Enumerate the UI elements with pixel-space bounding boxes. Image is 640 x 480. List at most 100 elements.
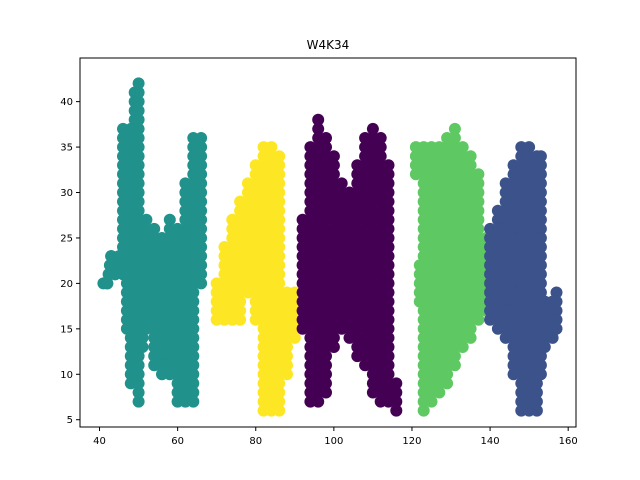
- data-point: [382, 304, 395, 317]
- data-point: [195, 222, 208, 235]
- data-point: [187, 395, 200, 408]
- data-point: [464, 331, 477, 344]
- data-point: [132, 122, 145, 135]
- series-W: [97, 77, 208, 408]
- data-point: [382, 177, 395, 190]
- data-point: [273, 159, 286, 172]
- data-point: [132, 395, 145, 408]
- data-point: [472, 204, 485, 217]
- data-point: [382, 159, 395, 172]
- y-tick-label: 40: [60, 97, 73, 108]
- data-point: [448, 359, 461, 372]
- data-point: [195, 259, 208, 272]
- data-point: [327, 168, 340, 181]
- y-tick-label: 30: [60, 188, 73, 199]
- data-point: [320, 350, 332, 363]
- data-point: [472, 168, 485, 181]
- data-point: [530, 395, 543, 408]
- data-point: [534, 213, 547, 226]
- data-point: [132, 204, 145, 217]
- y-tick-label: 25: [60, 233, 73, 244]
- data-point: [534, 259, 547, 272]
- x-tick-label: 160: [559, 436, 578, 447]
- data-point: [390, 386, 403, 399]
- data-point: [132, 77, 145, 90]
- data-point: [534, 232, 547, 244]
- data-point: [101, 277, 114, 290]
- data-point: [132, 350, 145, 363]
- data-point: [312, 122, 325, 135]
- data-point: [187, 295, 200, 308]
- data-point: [273, 268, 286, 281]
- plot-frame: [79, 57, 577, 428]
- data-point: [320, 368, 332, 381]
- data-point: [195, 177, 208, 190]
- data-point: [382, 232, 395, 244]
- data-point: [140, 213, 153, 226]
- y-tick-label: 10: [60, 370, 73, 381]
- data-point: [390, 377, 403, 390]
- data-point: [187, 368, 200, 381]
- data-point: [195, 213, 208, 226]
- data-point: [195, 250, 208, 263]
- data-point: [273, 177, 286, 190]
- data-point: [195, 268, 208, 281]
- data-point: [132, 95, 145, 108]
- data-point: [374, 132, 387, 144]
- data-point: [273, 222, 286, 235]
- data-point: [273, 195, 286, 208]
- data-point: [273, 168, 286, 181]
- y-tick-label: 20: [60, 279, 73, 290]
- series-4b: [484, 141, 563, 417]
- data-point: [273, 150, 286, 163]
- data-point: [132, 141, 145, 154]
- data-point: [187, 286, 200, 299]
- data-point: [195, 150, 208, 163]
- data-point: [366, 122, 379, 135]
- data-point: [132, 132, 145, 144]
- data-point: [448, 122, 461, 135]
- x-tick-label: 140: [481, 436, 500, 447]
- data-point: [425, 395, 438, 408]
- data-point: [382, 286, 395, 299]
- data-point: [534, 159, 547, 172]
- data-point: [472, 313, 485, 326]
- data-point: [273, 377, 286, 390]
- data-point: [132, 377, 145, 390]
- data-point: [273, 386, 286, 399]
- data-point: [382, 350, 395, 363]
- data-point: [464, 322, 477, 335]
- data-point: [448, 350, 461, 363]
- data-point: [273, 186, 286, 199]
- data-point: [187, 350, 200, 363]
- data-point: [195, 168, 208, 181]
- data-point: [195, 141, 208, 154]
- data-point: [320, 377, 332, 390]
- data-point: [273, 250, 286, 263]
- data-point: [195, 232, 208, 244]
- data-point: [195, 132, 208, 144]
- data-point: [312, 395, 325, 408]
- data-point: [132, 86, 145, 99]
- data-point: [382, 359, 395, 372]
- y-axis: 5 10 15 20 25 30 35 40: [60, 97, 80, 426]
- data-point: [472, 186, 485, 199]
- data-point: [550, 313, 563, 326]
- data-point: [534, 168, 547, 181]
- data-point: [448, 132, 461, 144]
- data-point: [534, 359, 547, 372]
- data-point: [234, 295, 247, 308]
- data-point: [195, 195, 208, 208]
- data-point: [195, 159, 208, 172]
- data-point: [132, 359, 145, 372]
- data-point: [281, 350, 293, 363]
- data-point: [187, 331, 200, 344]
- data-point: [374, 150, 387, 163]
- y-tick-label: 35: [60, 143, 73, 154]
- data-point: [382, 259, 395, 272]
- data-point: [464, 150, 477, 163]
- data-point: [273, 232, 286, 244]
- data-point: [382, 313, 395, 326]
- x-tick-label: 100: [324, 436, 343, 447]
- data-point: [265, 141, 278, 154]
